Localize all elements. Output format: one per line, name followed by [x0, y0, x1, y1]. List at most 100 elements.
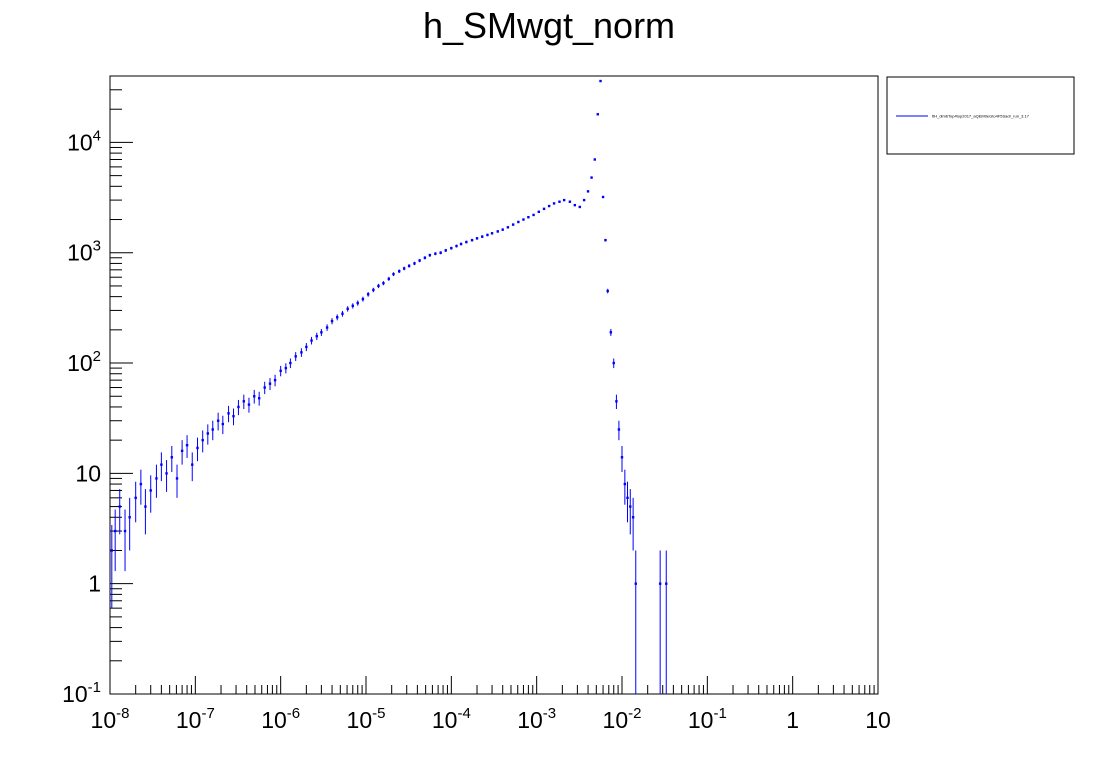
y-tick-label: 10-1 — [62, 679, 101, 707]
data-point — [573, 203, 577, 207]
x-tick-label: 10-8 — [91, 705, 130, 733]
y-tick-label: 1 — [88, 571, 101, 597]
y-tick-label: 104 — [67, 127, 101, 155]
data-point — [242, 400, 246, 403]
plot-frame — [109, 75, 879, 695]
data-point — [175, 477, 179, 480]
data-point — [351, 304, 354, 308]
data-point — [289, 361, 292, 365]
data-point — [382, 281, 385, 285]
data-point — [496, 230, 499, 233]
data-point — [253, 395, 256, 398]
data-point — [537, 210, 541, 213]
data-point — [626, 496, 629, 500]
data-point — [247, 403, 251, 406]
data-point — [527, 215, 530, 219]
data-point — [123, 529, 127, 533]
y-axis-tick-labels: 10-1 1 10 102 103 104 — [62, 127, 101, 707]
data-point — [165, 472, 168, 475]
data-point — [196, 446, 199, 450]
data-point — [330, 319, 334, 323]
data-point — [481, 235, 484, 238]
data-point — [552, 202, 556, 205]
data-point — [346, 307, 349, 311]
y-axis-ticks — [110, 75, 133, 695]
data-point — [113, 529, 117, 533]
data-point — [257, 397, 261, 400]
x-tick-label: 10-6 — [261, 705, 300, 733]
data-point — [185, 444, 189, 447]
data-point — [631, 516, 635, 519]
data-point — [237, 405, 240, 409]
data-point — [211, 428, 214, 431]
data-point — [623, 482, 627, 486]
x-tick-label: 10-5 — [347, 705, 386, 733]
data-point — [428, 253, 432, 257]
data-point — [407, 264, 411, 268]
data-point — [423, 256, 427, 259]
data-point — [665, 582, 668, 585]
data-point — [273, 378, 277, 382]
data-point — [620, 456, 624, 459]
data-point — [596, 113, 599, 116]
data-point — [490, 232, 494, 235]
data-point — [310, 339, 313, 342]
data-point — [629, 505, 632, 508]
data-point — [593, 158, 596, 161]
data-point — [612, 361, 615, 365]
x-axis-tick-labels: 10-8 10-7 10-6 10-5 10-4 10-3 10-2 10-1 1 10 — [91, 705, 891, 733]
data-point — [562, 198, 566, 202]
data-point — [216, 419, 220, 422]
x-tick-label: 10 — [865, 707, 891, 733]
data-point — [609, 331, 613, 334]
x-tick-label: 1 — [786, 707, 799, 733]
data-point — [522, 218, 525, 221]
data-point — [320, 331, 323, 334]
data-point — [372, 288, 375, 292]
data-point — [201, 438, 204, 442]
data-point — [568, 200, 572, 203]
data-point — [315, 335, 318, 338]
data-point — [615, 400, 618, 403]
data-point — [582, 198, 586, 202]
data-point — [305, 345, 308, 349]
data-point — [341, 312, 344, 315]
data-point — [517, 220, 520, 224]
data-point — [547, 204, 551, 208]
data-point — [606, 289, 609, 293]
x-tick-label: 10-2 — [603, 705, 642, 733]
data-point — [542, 207, 546, 211]
x-tick-label: 10-3 — [517, 705, 556, 733]
data-point — [532, 213, 535, 217]
data-point — [470, 238, 474, 242]
data-point — [418, 259, 421, 262]
data-point — [170, 456, 174, 459]
data-point — [155, 477, 158, 480]
x-axis-ticks — [109, 676, 879, 694]
y-tick-label: 10 — [75, 460, 101, 486]
data-point — [634, 582, 637, 585]
data-point — [139, 482, 143, 486]
data-point — [118, 505, 121, 508]
data-point — [658, 582, 662, 585]
data-point — [444, 249, 447, 252]
data-point — [149, 489, 152, 492]
data-point — [134, 496, 137, 500]
data-point — [387, 277, 390, 281]
chart-title: h_SMwgt_norm — [423, 5, 675, 46]
data-point — [413, 262, 416, 265]
data-point — [300, 351, 303, 354]
data-point — [279, 369, 282, 373]
data-point — [191, 463, 194, 466]
data-point — [325, 326, 329, 329]
y-tick-label: 102 — [67, 348, 101, 376]
x-tick-label: 10-7 — [176, 705, 215, 733]
data-point — [617, 428, 621, 431]
data-point — [506, 226, 510, 229]
data-point — [450, 246, 453, 250]
data-point — [578, 205, 581, 209]
data-point — [486, 233, 489, 237]
data-point — [294, 355, 297, 358]
data-point — [604, 238, 607, 242]
